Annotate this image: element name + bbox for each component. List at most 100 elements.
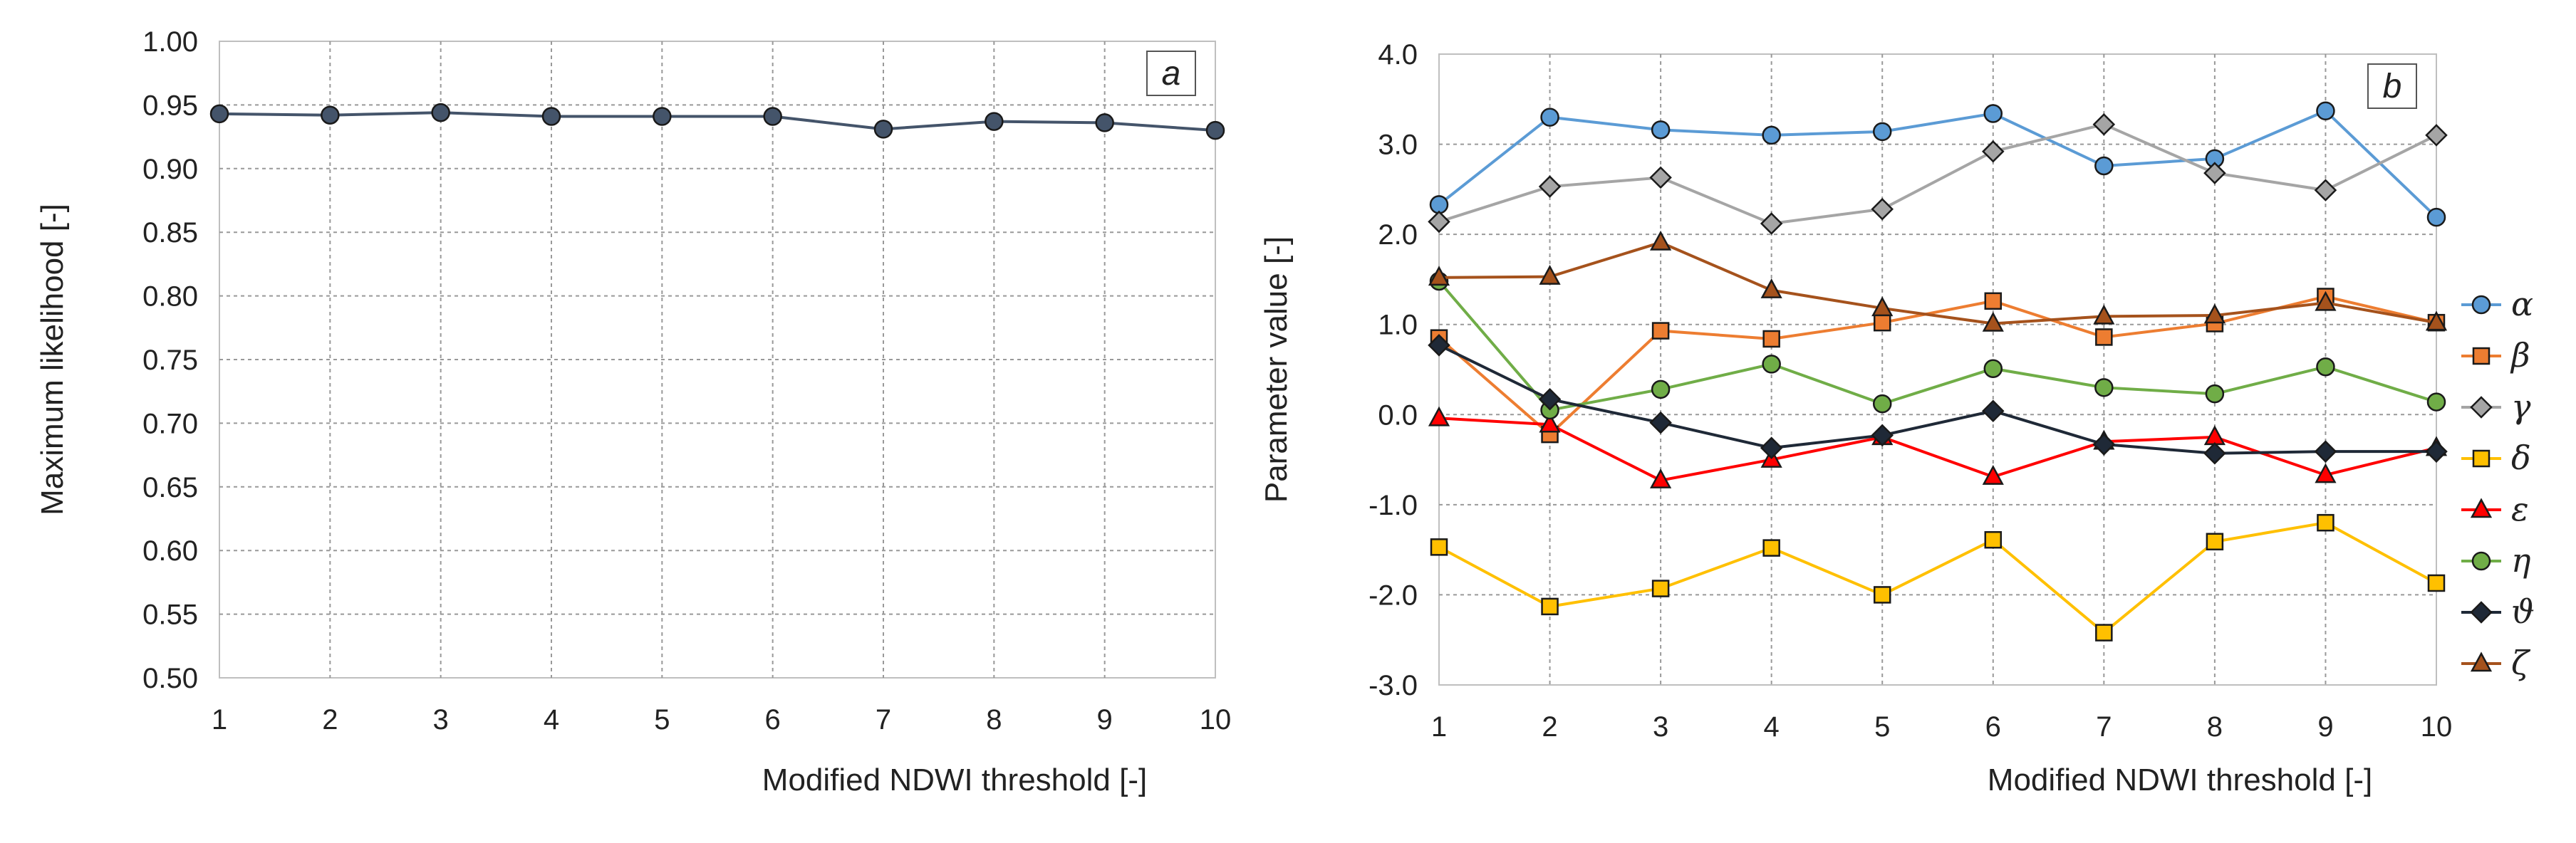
y-tick-label: -3.0 [1368,670,1418,701]
legend-label: ε [2511,490,2529,528]
data-point [2203,162,2226,184]
chart-panel-b: -3.0 -2.0 -1.0 0.0 1.0 2.0 3.0 4.0 1 2 3 4 5 6 7 8 9 10 Mo… [1259,39,2535,797]
legend-marker [2470,601,2493,624]
y-tick-label: 0.95 [142,90,198,121]
data-point [1428,266,1450,286]
data-point [1205,120,1225,140]
legend-label: ϑ [2511,592,2535,631]
legend-marker [2471,551,2491,571]
data-point [1541,597,1559,616]
legend-label: ζ [2511,644,2531,682]
x-tick-label: 6 [765,704,781,735]
data-point [1649,166,1672,189]
y-tick-label: -1.0 [1368,490,1418,521]
series-line [1438,122,2437,226]
data-point [1651,379,1671,399]
series-7 [1428,334,2448,465]
data-point [2203,441,2226,465]
x-tick-label: 4 [1764,711,1780,743]
series-line [1438,521,2437,635]
data-point [1983,359,2003,378]
y-tick-label: 4.0 [1378,39,1418,70]
data-point [1650,468,1672,488]
data-point [1873,313,1891,332]
series-line [1438,344,2436,455]
y-tick-label: 0.65 [142,472,198,503]
data-point [1982,140,2005,163]
data-point [1762,330,1780,348]
legend-label: δ [2511,439,2531,477]
data-point [2315,290,2337,311]
x-tick-label: 7 [2096,711,2112,743]
panel-tag-box [1146,51,1196,96]
x-tick-label: 10 [1200,704,1232,735]
data-point [985,112,1004,131]
y-tick-label: 0.80 [142,281,198,313]
data-point [2092,433,2116,456]
legend-marker [2472,449,2491,468]
data-point [1428,210,1450,234]
y-tick-label: 0.50 [142,663,198,694]
plot-area [219,41,1216,679]
legend-label: γ [2511,387,2531,426]
series-line [1438,417,2437,482]
y-axis-title: Maximum likelihood [-] [35,204,70,515]
data-point [1539,265,1561,285]
series-8 [1428,230,2448,332]
data-point [2206,533,2224,551]
data-point [1984,292,2003,310]
data-point [1760,212,1783,235]
data-point [1982,464,2004,485]
data-point [2094,378,2114,397]
y-tick-label: 0.75 [142,345,198,376]
x-tick-label: 9 [2317,711,2333,743]
data-point [2427,574,2446,592]
data-point [2095,328,2113,346]
panel-tag-label: a [1162,55,1181,93]
data-point [1871,424,1894,447]
y-tick-label: 2.0 [1378,219,1418,251]
y-tick-label: 0.70 [142,408,198,439]
x-tick-label: 8 [2207,711,2223,743]
data-point [1651,120,1671,140]
y-tick-label: 0.0 [1378,399,1418,431]
data-point [1428,334,1450,357]
y-tick-label: 3.0 [1378,130,1418,161]
data-point [321,105,340,125]
data-point [2205,384,2225,404]
series-1 [209,103,1225,140]
data-point [2426,207,2446,227]
data-point [1539,412,1561,433]
y-tick-label: 0.90 [142,154,198,185]
data-point [2426,392,2446,412]
data-point [2316,101,2335,120]
data-point [1651,580,1670,597]
data-point [1982,311,2004,332]
data-point [2315,463,2337,483]
series-line [1438,241,2437,325]
data-point [1538,388,1562,411]
series-1 [1429,101,2446,227]
x-tick-label: 2 [1542,711,1557,743]
legend-marker [2470,396,2493,419]
data-point [2203,425,2226,446]
x-axis-title: Modified NDWI threshold [-] [762,763,1147,797]
data-point [1760,278,1782,298]
data-point [1984,530,2003,549]
y-tick-label: -2.0 [1368,580,1418,611]
x-tick-label: 10 [2421,711,2453,743]
data-point [1760,436,1783,459]
data-point [1762,539,1780,557]
data-point [653,107,672,126]
plot-area [1438,53,2437,686]
y-tick-label: 0.85 [142,217,198,248]
data-point [1649,411,1672,434]
data-point [1762,125,1781,145]
series-3 [1428,112,2448,235]
data-point [1430,538,1448,556]
y-tick-label: 1.0 [1378,310,1418,341]
legend-label: η [2511,541,2531,580]
x-tick-label: 5 [654,704,670,735]
